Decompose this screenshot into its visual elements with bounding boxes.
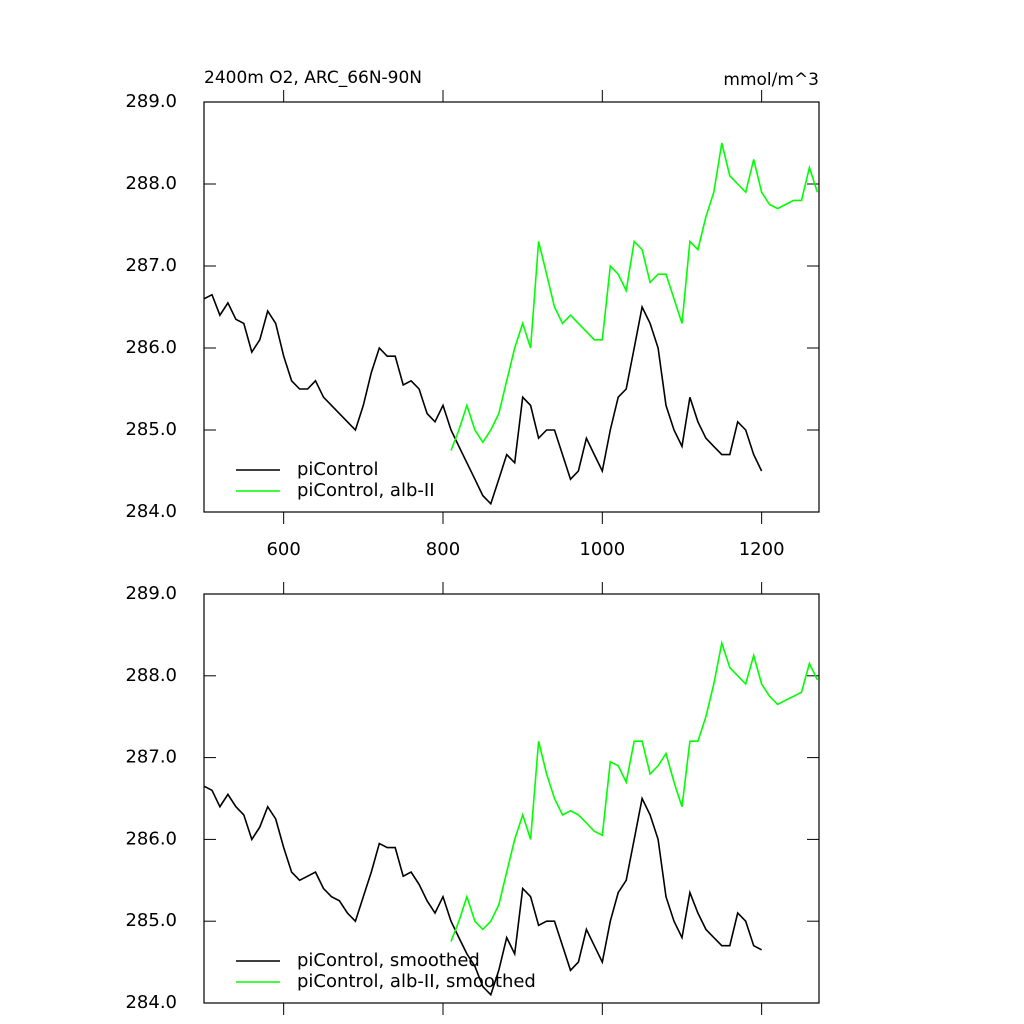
legend-label: piControl, alb-II, smoothed xyxy=(297,971,536,992)
y-tick-label: 285.0 xyxy=(125,419,177,440)
x-tick-label: 800 xyxy=(426,539,460,560)
plot-frame xyxy=(203,593,820,1004)
y-tick-label: 289.0 xyxy=(125,91,177,112)
y-tick-label: 284.0 xyxy=(125,501,177,522)
y-tick-label: 287.0 xyxy=(125,255,177,276)
y-tick-label: 288.0 xyxy=(125,665,177,686)
legend-label: piControl, alb-II xyxy=(297,480,435,501)
y-tick-label: 288.0 xyxy=(125,173,177,194)
legend-label: piControl, smoothed xyxy=(297,950,480,971)
y-tick-label: 287.0 xyxy=(125,747,177,768)
x-tick-label: 1000 xyxy=(579,539,625,560)
chart-title: 2400m O2, ARC_66N-90N xyxy=(204,68,422,88)
y-tick-label: 285.0 xyxy=(125,910,177,931)
series-line xyxy=(203,785,762,997)
y-tick-label: 289.0 xyxy=(125,583,177,604)
legend-label: piControl xyxy=(297,459,379,480)
plot-frame xyxy=(203,101,820,513)
y-tick-label: 286.0 xyxy=(125,337,177,358)
series-line xyxy=(450,639,819,942)
y-tick-label: 284.0 xyxy=(125,992,177,1013)
units-label: mmol/m^3 xyxy=(723,70,819,90)
series-line xyxy=(203,293,763,506)
x-tick-label: 1200 xyxy=(739,539,785,560)
y-tick-label: 286.0 xyxy=(125,828,177,849)
x-tick-label: 600 xyxy=(266,539,300,560)
series-line xyxy=(450,142,819,451)
